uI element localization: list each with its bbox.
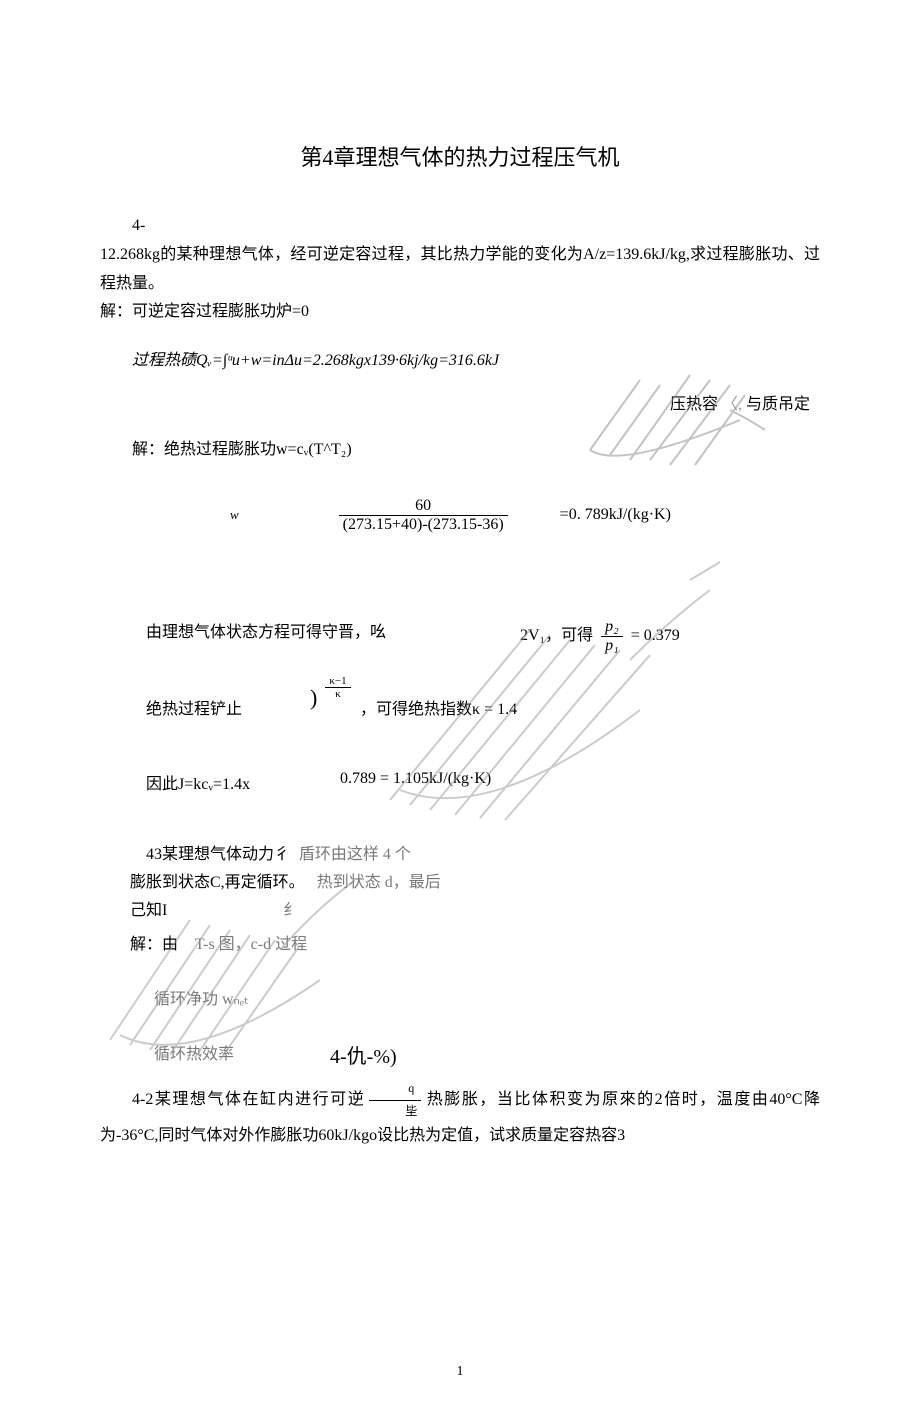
- q-num: q: [369, 1078, 421, 1101]
- solution-4-1-formula: 过程热碛Qᵥ=∫ᵘu+w=inΔu=2.268kgx139·6kj/kg=316…: [132, 347, 820, 376]
- cv-den: (273.15+40)-(273.15-36): [339, 516, 508, 534]
- q-fraction: q坒: [369, 1078, 421, 1122]
- w-symbol: w: [230, 507, 239, 523]
- p-ratio-result: = 0.379: [631, 627, 680, 644]
- p43-d: 热到状态 d，最后: [317, 874, 441, 891]
- problem-43-line2: 膨胀到状态C,再定循环。 热到状态 d，最后: [130, 868, 820, 892]
- state-equation-row: 由理想气体状态方程可得守晋，吆 2V₁，可得 p₂ p₁ = 0.379: [130, 618, 820, 642]
- efficiency-line: 循环热效率 4-仇-%): [130, 1040, 820, 1064]
- v1-text: 2V₁，可得: [520, 627, 593, 644]
- solution-4-1-line1: 解：可逆定容过程膨胀功炉=0: [100, 298, 820, 327]
- cp-formula-text: 因此J=kcᵥ=1.4x: [146, 776, 250, 793]
- exponent-fraction: κ−1 κ: [325, 675, 350, 700]
- problem-4-2-text: 4-2某理想气体在缸内进行可逆q坒热膨胀，当比体积变为原來的2倍时，温度由40°…: [100, 1078, 820, 1151]
- net-work-line: 循环净功 wₙₑₜ: [154, 985, 820, 1009]
- p42-a: 4-2某理想气体在缸内进行可逆: [132, 1091, 365, 1108]
- state-eq-text: 由理想气体状态方程可得守晋，吆: [146, 624, 386, 641]
- p2-num: p₂: [601, 618, 623, 637]
- cv-result: =0. 789kJ/(kg·K): [560, 506, 671, 524]
- ts-diagram-line: 解：由 T-s 图，c-d 过程: [130, 930, 820, 954]
- solution-adiabatic-line: 解：绝热过程膨胀功w=cᵥ(T^T₂): [132, 436, 820, 465]
- cp-result-row: 因此J=kcᵥ=1.4x 0.789 = 1.105kJ/(kg·K): [130, 770, 820, 794]
- right-margin-note: 压热容 〈, 与质吊定: [670, 390, 810, 414]
- cv-formula-row: w 60 (273.15+40)-(273.15-36) =0. 789kJ/(…: [100, 497, 820, 534]
- heat-formula-text: 过程热碛Qᵥ=∫ᵘu+w=inΔu=2.268kgx139·6kj/kg=316…: [132, 352, 499, 369]
- p43-c: 膨胀到状态C,再定循环。: [130, 874, 305, 891]
- cv-fraction: 60 (273.15+40)-(273.15-36): [339, 497, 508, 534]
- problem-4-1-text: 12.268kg的某种理想气体，经可逆定容过程，其比热力学能的变化为A/z=13…: [100, 241, 820, 299]
- ts-text: T-s 图，c-d 过程: [195, 936, 307, 953]
- p43-a: 43某理想气体动力彳: [146, 846, 290, 863]
- solution-label: 解：由: [130, 936, 178, 953]
- p43-e: 己知I: [130, 902, 167, 919]
- cv-num: 60: [339, 497, 508, 516]
- efficiency-formula: 4-仇-%): [330, 1040, 397, 1069]
- exp-num: κ−1: [325, 675, 350, 688]
- problem-43-line1: 43某理想气体动力彳 盾环由这样 4 个: [130, 840, 820, 864]
- exp-den: κ: [325, 688, 350, 700]
- p1-den: p₁: [601, 637, 623, 655]
- p43-b: 盾环由这样 4 个: [299, 846, 411, 863]
- cp-result-val: 0.789 = 1.105kJ/(kg·K): [340, 770, 491, 788]
- mass-constant-label: 与质吊定: [746, 396, 810, 413]
- chapter-title: 第4章理想气体的热力过程压气机: [100, 140, 820, 172]
- p-ratio-fraction: p₂ p₁: [601, 618, 623, 655]
- p43-j: 纟: [283, 902, 299, 919]
- problem-43-line3: 己知I 纟: [130, 896, 820, 920]
- adiabatic-index-row: 绝热过程铲止 ) κ−1 κ ，可得绝热指数κ = 1.4: [130, 695, 820, 719]
- efficiency-label: 循环热效率: [154, 1046, 234, 1063]
- adiabatic-label: 绝热过程铲止: [146, 701, 242, 718]
- heat-capacity-label: 压热容: [670, 396, 718, 413]
- page-number: 1: [457, 1364, 464, 1380]
- q-den: 坒: [369, 1101, 421, 1123]
- kappa-result: ，可得绝热指数κ = 1.4: [360, 695, 517, 719]
- problem-prefix: 4-: [100, 212, 820, 241]
